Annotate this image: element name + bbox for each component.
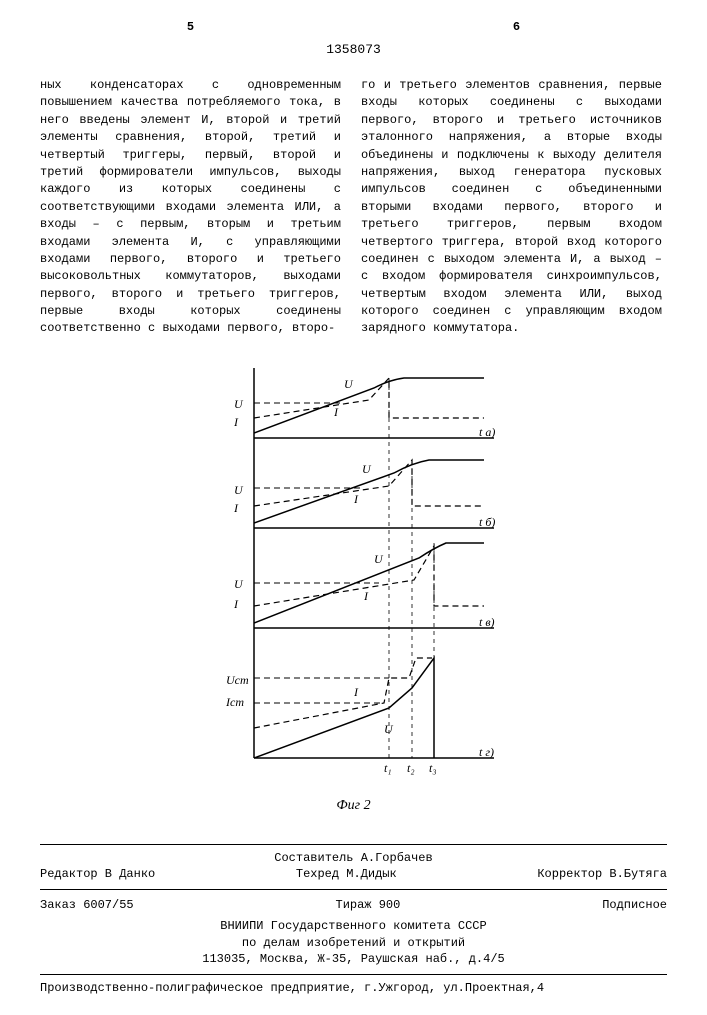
xlabel-a: t а) [479, 425, 495, 439]
order: Заказ 6007/55 [40, 898, 134, 912]
divider-2 [40, 889, 667, 890]
column-right: го и третьего элементов сравнения, первы… [361, 77, 662, 338]
printer-line: Производственно-полиграфическое предприя… [40, 981, 667, 995]
ylabel-u-b: U [234, 483, 244, 497]
ylabel-u-a: U [234, 397, 244, 411]
panel-a: U I U I t а) [233, 377, 495, 439]
curve-u-c: U [374, 552, 384, 566]
xlabel-c: t в) [479, 615, 495, 629]
ylabel-u-c: U [234, 577, 244, 591]
subscription: Подписное [602, 898, 667, 912]
tick-t2: t₂ [407, 761, 415, 775]
column-left: ных конденсаторах с одновременным повыше… [40, 77, 341, 338]
ylabel-ust: Uст [226, 673, 249, 687]
curve-i-a: I [333, 405, 339, 419]
ylabel-i-c: I [233, 597, 239, 611]
tick-t3: t₃ [429, 761, 437, 775]
tech-editor: Техред М.Дидык [296, 867, 397, 881]
curve-u-d: U [384, 722, 394, 736]
ylabel-i-b: I [233, 501, 239, 515]
credits-block: Составитель А.Горбачев Редактор В Данко … [40, 844, 667, 995]
page-number-right: 6 [366, 20, 667, 34]
org-block: ВНИИПИ Государственного комитета СССР по… [40, 918, 667, 968]
xlabel-d: t г) [479, 745, 494, 759]
figure-wrapper: U I U I t а) U I U I t б) [194, 358, 514, 814]
ylabel-i-a: I [233, 415, 239, 429]
compiler-line: Составитель А.Горбачев [40, 851, 667, 865]
circulation: Тираж 900 [336, 898, 401, 912]
panel-b: U I U I t б) [233, 460, 495, 529]
curve-i-b: I [353, 492, 359, 506]
figure-caption: Фиг 2 [194, 798, 514, 814]
editor-row: Редактор В Данко Техред М.Дидык Корректо… [40, 865, 667, 883]
ylabel-ist: Iст [225, 695, 244, 709]
figure-container: U I U I t а) U I U I t б) [40, 358, 667, 814]
curve-i-c: I [363, 589, 369, 603]
xlabel-b: t б) [479, 515, 495, 529]
page-number-left: 5 [40, 20, 341, 34]
panel-c: U I U I t в) [233, 543, 495, 629]
page-root: 5 6 1358073 ных конденсаторах с одноврем… [0, 0, 707, 1015]
divider-3 [40, 974, 667, 975]
org-address: 113035, Москва, Ж-35, Раушская наб., д.4… [40, 951, 667, 968]
document-number: 1358073 [40, 42, 667, 57]
editor: Редактор В Данко [40, 867, 155, 881]
order-row: Заказ 6007/55 Тираж 900 Подписное [40, 896, 667, 914]
figure-svg: U I U I t а) U I U I t б) [194, 358, 514, 788]
tick-t1: t₁ [384, 761, 392, 775]
curve-u-b: U [362, 462, 372, 476]
header-row: 5 6 [40, 20, 667, 34]
text-columns: ных конденсаторах с одновременным повыше… [40, 77, 667, 338]
org-line-2: по делам изобретений и открытий [40, 935, 667, 952]
corrector: Корректор В.Бутяга [537, 867, 667, 881]
divider-1 [40, 844, 667, 845]
curve-u-a: U [344, 377, 354, 391]
org-line-1: ВНИИПИ Государственного комитета СССР [40, 918, 667, 935]
curve-i-d: I [353, 685, 359, 699]
